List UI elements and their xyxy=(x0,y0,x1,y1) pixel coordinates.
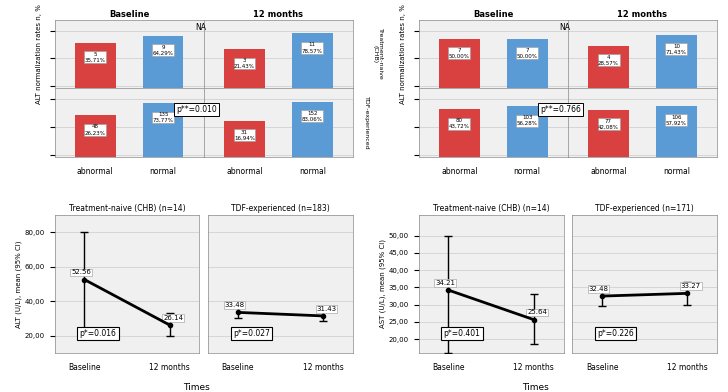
Y-axis label: Treatment-naive
(CHB): Treatment-naive (CHB) xyxy=(373,28,383,80)
Text: 106
57,92%: 106 57,92% xyxy=(666,115,687,126)
Title: 12 months: 12 months xyxy=(617,10,668,19)
Text: 80
43,72%: 80 43,72% xyxy=(449,118,470,129)
Title: TDF-experienced (n=183): TDF-experienced (n=183) xyxy=(232,204,330,213)
Bar xyxy=(588,110,629,392)
Text: 152
83,06%: 152 83,06% xyxy=(302,111,323,122)
Text: NA: NA xyxy=(195,24,206,33)
Title: 12 months: 12 months xyxy=(253,10,304,19)
Text: p*=0.226: p*=0.226 xyxy=(597,329,634,338)
Text: Times: Times xyxy=(522,383,548,392)
Bar xyxy=(439,39,480,392)
Text: 7
50,00%: 7 50,00% xyxy=(449,48,470,59)
Bar xyxy=(143,36,183,392)
Text: p*=0.027: p*=0.027 xyxy=(233,329,270,338)
Text: 9
64,29%: 9 64,29% xyxy=(153,45,173,56)
Text: p**=0.766: p**=0.766 xyxy=(540,105,581,114)
Y-axis label: AST (U/L), mean (95% CI): AST (U/L), mean (95% CI) xyxy=(379,240,386,328)
Text: NA: NA xyxy=(559,24,571,33)
Text: 7
50,00%: 7 50,00% xyxy=(517,48,537,59)
Text: 25.64: 25.64 xyxy=(527,310,547,316)
Bar xyxy=(507,106,547,392)
Text: 5
35,71%: 5 35,71% xyxy=(85,52,106,63)
Bar xyxy=(143,103,183,392)
Title: Baseline: Baseline xyxy=(473,10,513,19)
Bar xyxy=(224,121,265,392)
Text: 33.27: 33.27 xyxy=(681,283,701,289)
Text: 11
78,57%: 11 78,57% xyxy=(302,42,323,53)
Text: 48
26,23%: 48 26,23% xyxy=(85,125,106,135)
Text: 52.56: 52.56 xyxy=(71,269,91,276)
Bar xyxy=(75,116,116,392)
Bar xyxy=(656,106,697,392)
Bar xyxy=(224,49,265,392)
Text: 32.48: 32.48 xyxy=(589,286,609,292)
Y-axis label: TDF-experienced: TDF-experienced xyxy=(364,96,369,150)
Y-axis label: ALT normalization rates n, %: ALT normalization rates n, % xyxy=(400,4,406,104)
Text: 31
16,94%: 31 16,94% xyxy=(234,130,255,140)
Title: Treatment-naive (CHB) (n=14): Treatment-naive (CHB) (n=14) xyxy=(68,204,186,213)
Text: 4
28,57%: 4 28,57% xyxy=(598,54,619,65)
Text: p**=0.010: p**=0.010 xyxy=(176,105,217,114)
Text: 77
42,08%: 77 42,08% xyxy=(598,119,619,130)
Text: 135
73,77%: 135 73,77% xyxy=(153,112,173,123)
Text: 10
71,43%: 10 71,43% xyxy=(666,44,687,54)
Y-axis label: ALT normalization rates n, %: ALT normalization rates n, % xyxy=(36,4,42,104)
Title: Treatment-naive (CHB) (n=14): Treatment-naive (CHB) (n=14) xyxy=(432,204,550,213)
Text: 3
21,43%: 3 21,43% xyxy=(234,58,255,69)
Text: 33.48: 33.48 xyxy=(224,302,245,308)
Bar xyxy=(292,102,333,392)
Title: Baseline: Baseline xyxy=(109,10,149,19)
Bar xyxy=(507,39,547,392)
Bar xyxy=(292,33,333,392)
Bar xyxy=(656,34,697,392)
Text: 103
56,28%: 103 56,28% xyxy=(517,115,537,126)
Text: 26.14: 26.14 xyxy=(163,315,183,321)
Bar xyxy=(75,43,116,392)
Bar xyxy=(439,109,480,392)
Y-axis label: ALT (U/L), mean (95% CI): ALT (U/L), mean (95% CI) xyxy=(15,240,22,328)
Bar xyxy=(588,45,629,392)
Text: p*=0.016: p*=0.016 xyxy=(79,329,116,338)
Title: TDF-experienced (n=171): TDF-experienced (n=171) xyxy=(596,204,694,213)
Text: Times: Times xyxy=(183,383,210,392)
Text: 31.43: 31.43 xyxy=(317,306,336,312)
Text: p*=0.401: p*=0.401 xyxy=(443,329,480,338)
Text: 34.21: 34.21 xyxy=(435,280,455,286)
